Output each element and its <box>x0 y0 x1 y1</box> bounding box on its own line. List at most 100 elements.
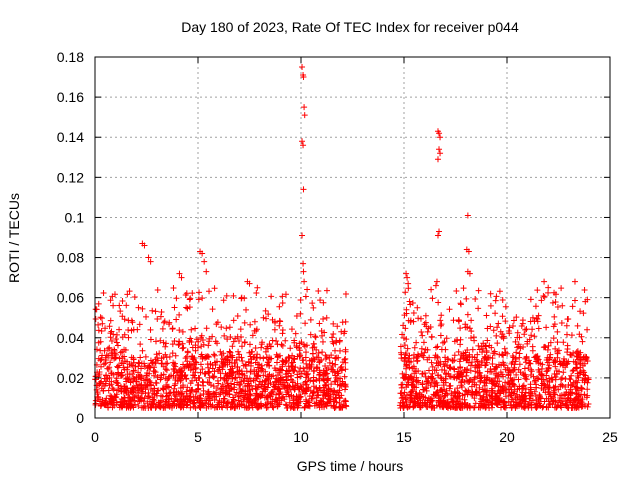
data-point <box>578 403 585 410</box>
data-point <box>481 353 488 360</box>
data-point <box>330 367 337 374</box>
data-point <box>566 375 573 382</box>
data-point <box>241 295 248 302</box>
data-point <box>316 320 323 327</box>
data-point <box>162 351 169 358</box>
data-point <box>580 310 587 317</box>
y-tick-label: 0.06 <box>57 290 84 306</box>
data-point <box>411 344 418 351</box>
data-point <box>98 401 105 408</box>
data-point <box>280 393 287 400</box>
data-point <box>124 364 131 371</box>
data-point <box>332 355 339 362</box>
data-point <box>455 317 462 324</box>
data-point <box>200 382 207 389</box>
data-point <box>323 287 330 294</box>
data-point <box>421 321 428 328</box>
data-point <box>300 74 307 81</box>
data-point <box>511 364 518 371</box>
data-point <box>454 385 461 392</box>
data-point <box>318 399 325 406</box>
data-point <box>173 388 180 395</box>
data-point <box>512 404 519 411</box>
data-point <box>331 378 338 385</box>
data-point <box>404 274 411 281</box>
data-point <box>151 397 158 404</box>
data-point <box>502 318 509 325</box>
data-point <box>155 387 162 394</box>
data-point <box>574 372 581 379</box>
data-point <box>531 388 538 395</box>
data-point <box>282 359 289 366</box>
data-point <box>317 297 324 304</box>
data-point <box>434 372 441 379</box>
data-point <box>232 360 239 367</box>
data-point <box>300 268 307 275</box>
data-point <box>152 338 159 345</box>
data-point <box>544 367 551 374</box>
data-point <box>260 372 267 379</box>
data-point <box>549 299 556 306</box>
data-point <box>241 319 248 326</box>
data-point <box>430 404 437 411</box>
data-point <box>471 354 478 361</box>
data-point <box>315 287 322 294</box>
data-point <box>291 355 298 362</box>
data-point <box>178 368 185 375</box>
data-point <box>443 387 450 394</box>
data-point <box>137 354 144 361</box>
x-tick-label: 25 <box>602 429 618 445</box>
data-point <box>571 297 578 304</box>
data-point <box>102 380 109 387</box>
data-point <box>477 379 484 386</box>
data-point <box>176 341 183 348</box>
data-point <box>471 376 478 383</box>
data-point <box>157 402 164 409</box>
data-point <box>237 381 244 388</box>
data-point <box>522 389 529 396</box>
data-point <box>442 375 449 382</box>
data-point <box>238 401 245 408</box>
data-point <box>111 402 118 409</box>
data-point <box>154 315 161 322</box>
data-point <box>472 388 479 395</box>
data-point <box>220 297 227 304</box>
data-point <box>178 274 185 281</box>
data-point <box>429 370 436 377</box>
data-point <box>95 300 102 307</box>
data-point <box>555 399 562 406</box>
data-point <box>316 375 323 382</box>
data-point <box>338 363 345 370</box>
data-point <box>334 368 341 375</box>
data-point <box>437 387 444 394</box>
data-point <box>569 368 576 375</box>
data-point <box>263 394 270 401</box>
data-point <box>334 323 341 330</box>
data-point <box>251 366 258 373</box>
x-tick-label: 15 <box>396 429 412 445</box>
data-point <box>574 387 581 394</box>
data-point <box>119 298 126 305</box>
data-point <box>545 388 552 395</box>
data-point <box>510 317 517 324</box>
data-point <box>289 403 296 410</box>
data-point <box>540 403 547 410</box>
data-point <box>251 318 258 325</box>
data-point <box>224 399 231 406</box>
data-point <box>181 364 188 371</box>
data-point <box>551 359 558 366</box>
data-point <box>144 382 151 389</box>
data-point <box>110 386 117 393</box>
data-point <box>146 364 153 371</box>
data-point <box>442 370 449 377</box>
data-point <box>112 336 119 343</box>
data-point <box>304 286 311 293</box>
data-point <box>108 370 115 377</box>
data-point <box>489 404 496 411</box>
data-point <box>162 340 169 347</box>
data-point <box>574 322 581 329</box>
data-point <box>95 327 102 334</box>
data-point <box>120 364 127 371</box>
data-point <box>116 326 123 333</box>
data-point <box>206 393 213 400</box>
